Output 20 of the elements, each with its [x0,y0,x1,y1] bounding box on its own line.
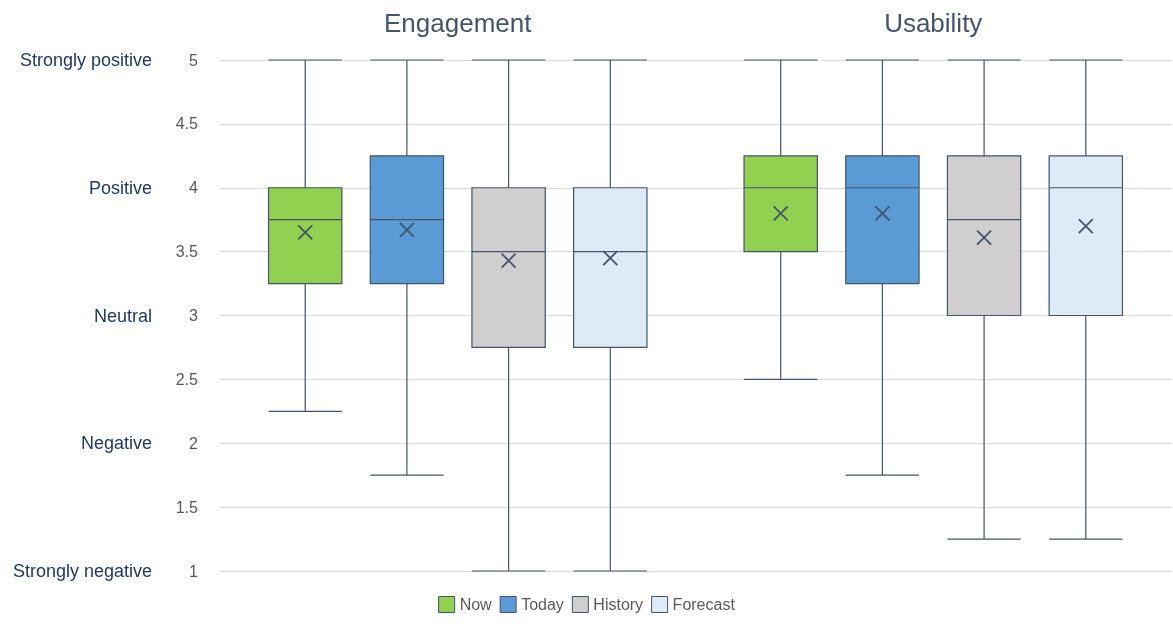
legend-label: Now [459,596,493,613]
x-tick-label: Engagement [384,8,533,38]
legend-label: Forecast [672,596,736,613]
y-tick-label: 1.5 [175,498,199,516]
x-tick-label: Usability [884,8,983,38]
y-tick-label: 4.5 [175,115,199,133]
category-label: Strongly negative [12,561,152,581]
legend-label: Today [521,596,564,613]
legend-label: History [593,596,644,613]
y-tick-label: 4 [189,179,199,197]
y-tick-label: 2 [189,434,199,452]
category-label: Neutral [93,305,152,326]
category-label: Strongly positive [19,50,152,70]
category-label: Negative [80,433,152,454]
y-tick-label: 2.5 [175,370,199,388]
y-tick-label: 1 [189,562,199,580]
y-tick-label: 5 [189,51,199,69]
y-tick-label: 3 [189,307,199,324]
category-label: Positive [88,177,152,198]
y-tick-label: 3.5 [175,243,199,261]
